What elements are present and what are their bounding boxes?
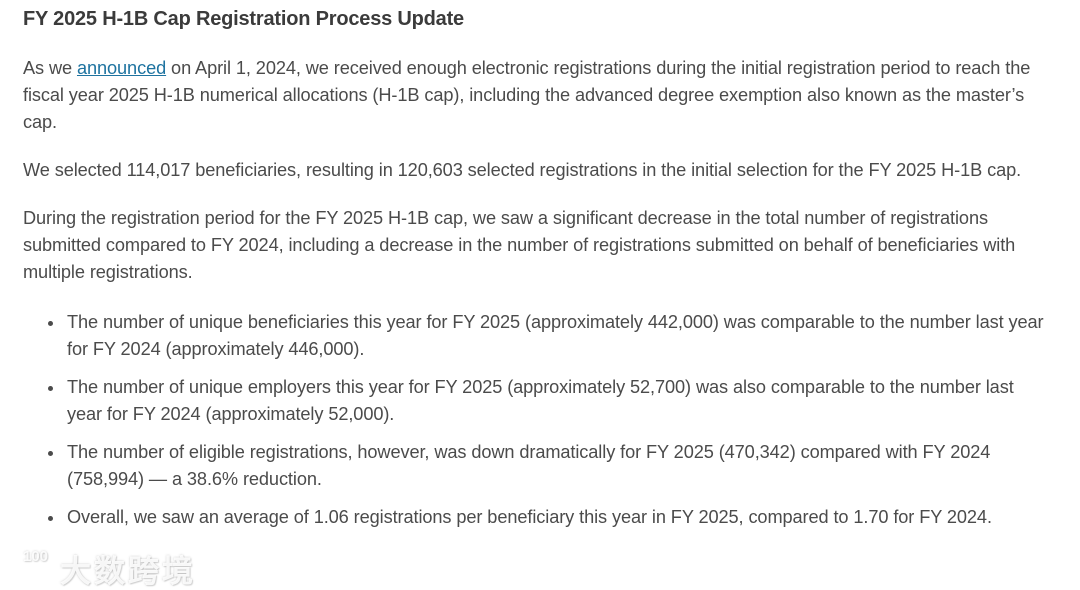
list-item-unique-employers: The number of unique employers this year… <box>65 374 1052 428</box>
list-item-unique-beneficiaries: The number of unique beneficiaries this … <box>65 309 1052 363</box>
k100-brand-logo-icon: 100 <box>3 544 55 589</box>
intro-text-before-link: As we <box>23 58 77 78</box>
list-item-eligible-registrations: The number of eligible registrations, ho… <box>65 439 1052 493</box>
page-title: FY 2025 H-1B Cap Registration Process Up… <box>23 8 464 30</box>
announced-link[interactable]: announced <box>76 58 167 78</box>
list-item-average-registrations: Overall, we saw an average of 1.06 regis… <box>65 504 1052 531</box>
watermark: 100 大数跨境 <box>3 544 196 589</box>
paragraph-selection-numbers: We selected 114,017 beneficiaries, resul… <box>23 160 1022 180</box>
bullet-list: The number of unique beneficiaries this … <box>23 309 1052 531</box>
watermark-brand-text: 大数跨境 <box>60 554 196 589</box>
paragraph-registration-decrease: During the registration period for the F… <box>23 208 1016 282</box>
article-content: FY 2025 H-1B Cap Registration Process Up… <box>0 0 1080 531</box>
intro-text-after-link: on April 1, 2024, we received enough ele… <box>23 58 1031 132</box>
svg-text:100: 100 <box>23 548 48 565</box>
paragraph-intro: As we announced on April 1, 2024, we rec… <box>23 55 1052 136</box>
